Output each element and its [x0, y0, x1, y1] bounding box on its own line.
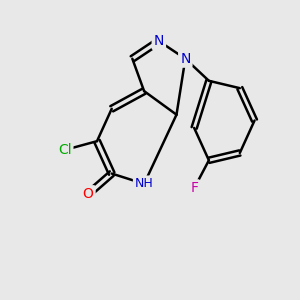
Text: O: O [83, 187, 94, 201]
Text: N: N [180, 52, 190, 66]
Text: NH: NH [135, 177, 154, 190]
Text: N: N [154, 34, 164, 48]
Text: Cl: Cl [58, 143, 71, 157]
Text: F: F [190, 181, 198, 195]
